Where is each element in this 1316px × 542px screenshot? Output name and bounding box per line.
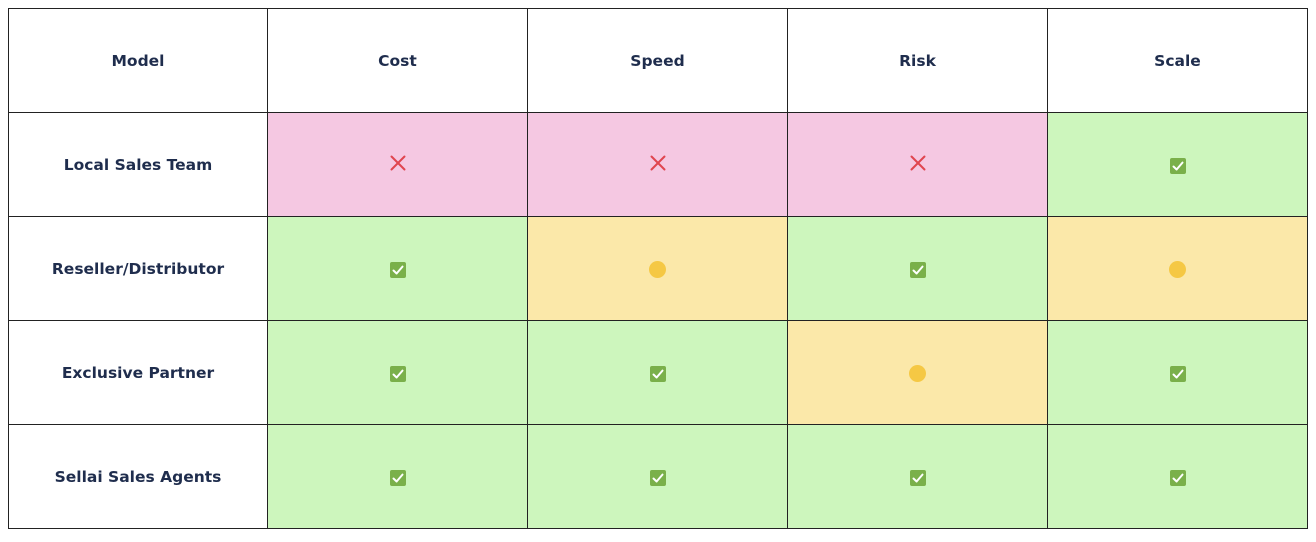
check-box-icon [909,469,926,486]
rating-cell [527,424,788,529]
rating-cell [1047,112,1308,217]
row-label: Exclusive Partner [8,320,268,425]
check-box-icon [1169,157,1186,174]
circle-dot-icon [649,261,666,278]
column-header-risk: Risk [787,8,1048,113]
rating-cell [267,112,528,217]
check-box-icon [1169,469,1186,486]
rating-cell [527,320,788,425]
comparison-table: Model Cost Speed Risk Scale Local Sales … [8,8,1308,529]
rating-cell [267,216,528,321]
check-box-icon [389,365,406,382]
table-row: Reseller/Distributor [8,216,1308,321]
cross-icon [389,154,407,172]
table-row: Exclusive Partner [8,320,1308,425]
check-box-icon [649,365,666,382]
row-label: Reseller/Distributor [8,216,268,321]
rating-cell [1047,216,1308,321]
circle-dot-icon [909,365,926,382]
check-box-icon [389,261,406,278]
rating-cell [527,112,788,217]
circle-dot-icon [1169,261,1186,278]
column-header-model: Model [8,8,268,113]
rating-cell [267,320,528,425]
rating-cell [787,112,1048,217]
column-header-scale: Scale [1047,8,1308,113]
rating-cell [787,424,1048,529]
check-box-icon [389,469,406,486]
row-label: Local Sales Team [8,112,268,217]
rating-cell [787,216,1048,321]
header-row: Model Cost Speed Risk Scale [8,8,1308,113]
table-body: Local Sales Team Reseller/Distributor Excl… [8,112,1308,529]
check-box-icon [909,261,926,278]
table-row: Local Sales Team [8,112,1308,217]
cross-icon [909,154,927,172]
check-box-icon [1169,365,1186,382]
rating-cell [527,216,788,321]
rating-cell [1047,320,1308,425]
row-label: Sellai Sales Agents [8,424,268,529]
rating-cell [1047,424,1308,529]
column-header-speed: Speed [527,8,788,113]
cross-icon [649,154,667,172]
rating-cell [267,424,528,529]
rating-cell [787,320,1048,425]
table-row: Sellai Sales Agents [8,424,1308,529]
column-header-cost: Cost [267,8,528,113]
check-box-icon [649,469,666,486]
